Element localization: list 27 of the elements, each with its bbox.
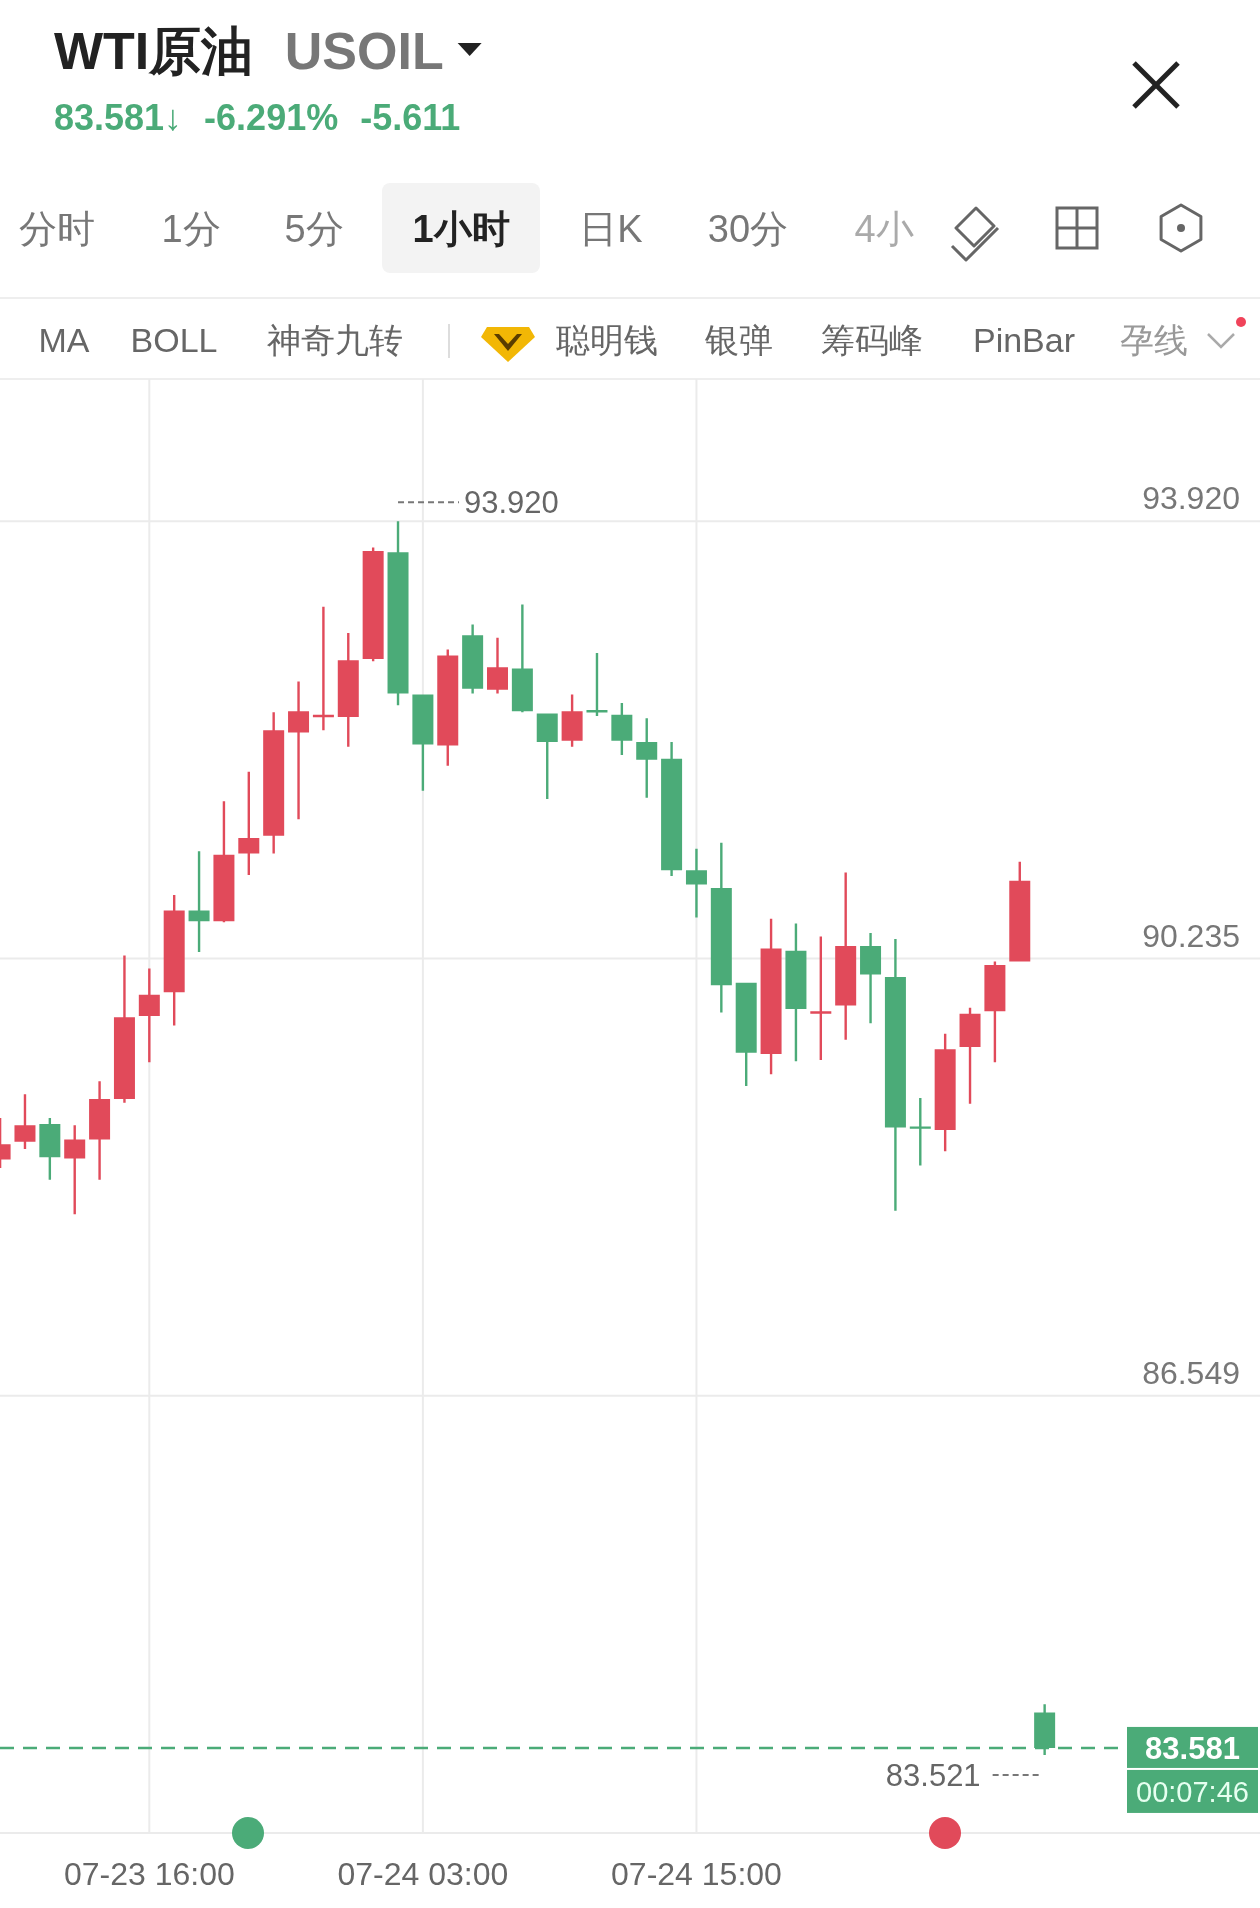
text: MA — [38, 321, 90, 359]
text: 4小 — [854, 208, 914, 250]
text: 聪明钱 — [556, 321, 658, 359]
y-tick-label: 90.235 — [1142, 917, 1240, 954]
text: 银弹 — [704, 321, 773, 359]
text: 分时 — [19, 208, 95, 250]
annotation: 93.920 — [464, 485, 559, 521]
text: 30分 — [707, 208, 789, 250]
text: 5分 — [284, 208, 344, 250]
text: 神奇九转 — [267, 321, 403, 359]
x-tick-label: 07-23 16:00 — [63, 1856, 235, 1892]
chart-subtitle: 83.581↓ -6.291% -5.611 — [54, 97, 461, 138]
chart-title: WTI原油 USOIL — [54, 22, 444, 80]
text: 筹码峰 — [821, 321, 923, 359]
annotation: 83.521 — [885, 1758, 981, 1794]
text: 孕线 — [1120, 321, 1188, 359]
x-tick-label: 07-24 15:00 — [611, 1856, 782, 1892]
text: 日K — [579, 208, 643, 250]
text: 00:07:46 — [1136, 1775, 1249, 1808]
text: PinBar — [972, 321, 1076, 359]
text: 1小时 — [412, 208, 510, 250]
y-tick-label: 86.549 — [1142, 1354, 1240, 1391]
text: 1分 — [161, 208, 221, 250]
y-tick-label: 93.920 — [1142, 480, 1240, 517]
ref-line-label: 83.581 — [1145, 1730, 1240, 1766]
x-tick-label: 07-24 03:00 — [337, 1856, 509, 1892]
text: BOLL — [130, 321, 218, 359]
